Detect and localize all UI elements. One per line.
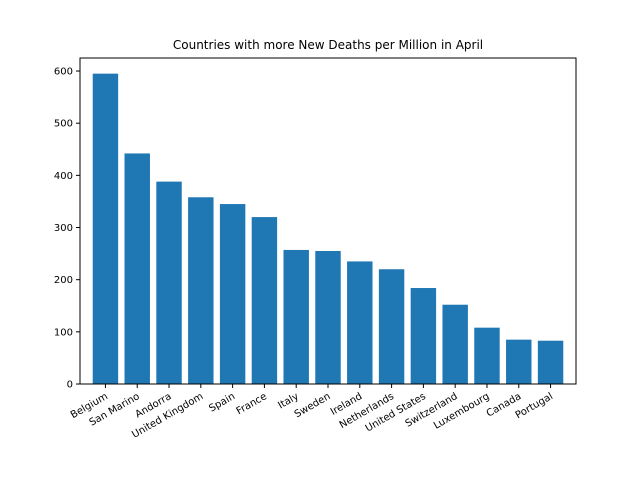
chart-title: Countries with more New Deaths per Milli…: [173, 38, 483, 52]
bar: [474, 327, 500, 384]
y-axis: 0 100 200 300 400 500 600: [54, 67, 80, 391]
plot-frame: [79, 57, 577, 385]
y-tick-label: 600: [54, 67, 73, 78]
bar: [92, 73, 119, 384]
y-tick-label: 400: [54, 171, 73, 182]
y-tick-label: 0: [67, 380, 73, 391]
bar: [537, 340, 564, 384]
bar: [124, 153, 150, 384]
y-tick-label: 500: [54, 119, 73, 130]
bar: [378, 269, 405, 384]
bar: [347, 261, 373, 384]
y-tick-label: 100: [54, 327, 73, 338]
bar: [156, 181, 182, 384]
bar: [251, 217, 278, 384]
bar: [283, 249, 309, 384]
bar: [315, 250, 341, 384]
bar: [410, 288, 437, 384]
y-tick-label: 200: [54, 275, 73, 286]
bars: [92, 73, 564, 384]
bar: [442, 304, 468, 384]
y-tick-label: 300: [54, 223, 73, 234]
bar: [188, 197, 214, 384]
bar: [506, 339, 532, 384]
bar: [219, 204, 246, 384]
